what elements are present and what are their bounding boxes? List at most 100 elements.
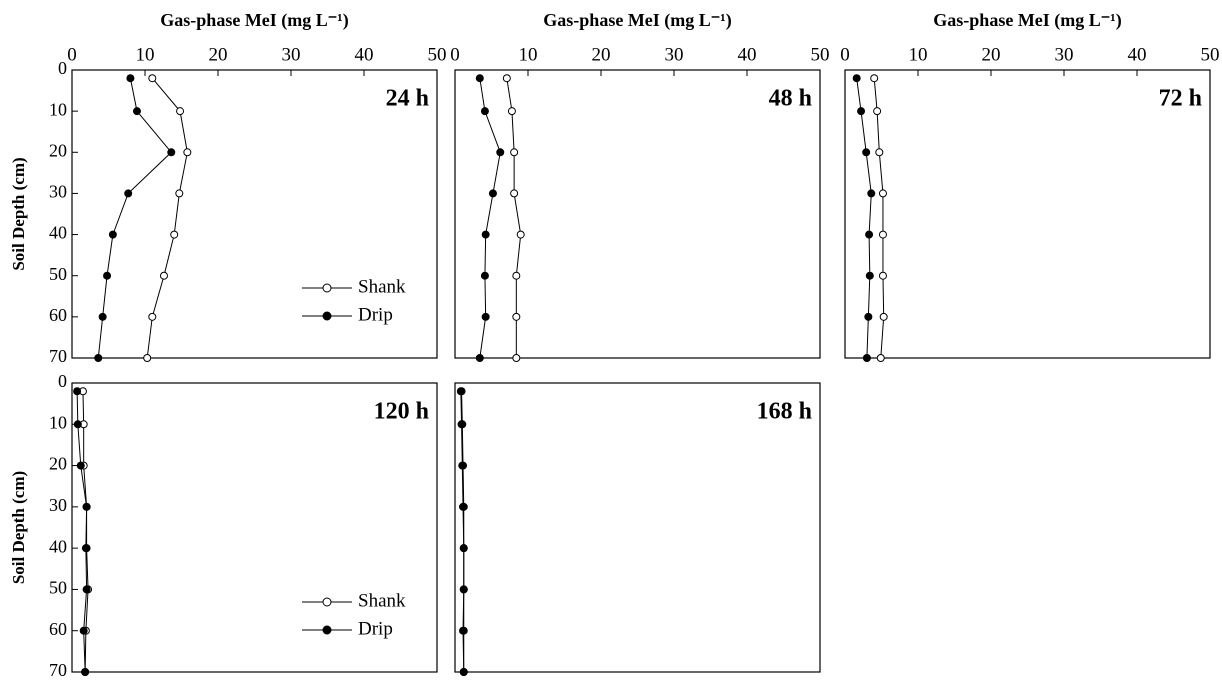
marker <box>510 189 519 198</box>
x-tick-label: 20 <box>209 44 228 65</box>
marker <box>81 668 90 676</box>
marker <box>103 271 112 280</box>
marker <box>457 420 466 429</box>
legend-marker <box>322 283 332 293</box>
marker <box>512 312 521 321</box>
marker <box>82 502 91 511</box>
marker <box>480 107 489 116</box>
marker <box>862 354 871 362</box>
x-axis-label: Gas-phase MeI (mg L⁻¹) <box>543 10 731 31</box>
series-line <box>97 78 172 359</box>
y-tick-label: 70 <box>49 346 67 366</box>
marker <box>458 461 467 470</box>
marker <box>516 230 525 239</box>
x-tick-label: 20 <box>592 44 611 65</box>
y-tick-label: 60 <box>49 619 67 639</box>
x-tick-label: 50 <box>811 44 830 65</box>
y-tick-label: 70 <box>49 660 67 680</box>
marker <box>124 189 133 198</box>
x-tick-label: 40 <box>1128 44 1147 65</box>
marker <box>862 148 871 157</box>
marker <box>852 74 861 83</box>
marker <box>459 502 468 511</box>
marker <box>159 271 168 280</box>
y-axis-label: Soil Depth (cm) <box>9 157 28 270</box>
x-tick-label: 30 <box>282 44 301 65</box>
legend-label: Drip <box>358 618 393 639</box>
marker <box>79 626 88 635</box>
x-tick-label: 10 <box>136 44 155 65</box>
legend-label: Shank <box>358 590 406 611</box>
marker <box>73 387 82 396</box>
y-tick-label: 0 <box>58 371 67 391</box>
x-tick-label: 30 <box>665 44 684 65</box>
y-tick-label: 0 <box>58 58 67 78</box>
marker <box>94 354 103 362</box>
x-tick-label: 40 <box>355 44 374 65</box>
marker <box>459 626 468 635</box>
marker <box>865 271 874 280</box>
marker <box>502 74 511 83</box>
x-tick-label: 0 <box>840 44 850 65</box>
marker <box>878 230 887 239</box>
x-tick-label: 10 <box>519 44 538 65</box>
marker <box>875 148 884 157</box>
y-tick-label: 20 <box>49 454 67 474</box>
marker <box>512 354 521 362</box>
x-tick-label: 20 <box>982 44 1001 65</box>
marker <box>873 107 882 116</box>
x-tick-label: 0 <box>450 44 460 65</box>
marker <box>459 544 468 553</box>
y-axis-label: Soil Depth (cm) <box>9 471 28 584</box>
marker <box>143 354 152 362</box>
marker <box>183 148 192 157</box>
marker <box>867 189 876 198</box>
marker <box>475 354 484 362</box>
series-line <box>460 391 465 673</box>
plot-frame <box>454 69 821 359</box>
marker <box>481 312 490 321</box>
series-line <box>856 78 872 359</box>
marker <box>175 189 184 198</box>
y-tick-label: 40 <box>49 223 67 243</box>
x-axis-label: Gas-phase MeI (mg L⁻¹) <box>160 10 348 31</box>
x-tick-label: 50 <box>428 44 447 65</box>
x-tick-label: 40 <box>738 44 757 65</box>
marker <box>510 148 519 157</box>
series-line <box>873 78 885 359</box>
plot-frame <box>71 69 438 359</box>
x-tick-label: 50 <box>1201 44 1220 65</box>
y-tick-label: 50 <box>49 578 67 598</box>
y-tick-label: 50 <box>49 264 67 284</box>
marker <box>865 230 874 239</box>
y-tick-label: 40 <box>49 536 67 556</box>
marker <box>857 107 866 116</box>
x-tick-label: 0 <box>67 44 77 65</box>
marker <box>456 387 465 396</box>
marker <box>176 107 185 116</box>
marker <box>459 668 468 676</box>
marker <box>98 312 107 321</box>
plot-frame <box>844 69 1211 359</box>
marker <box>167 148 176 157</box>
marker <box>148 74 157 83</box>
series-line <box>479 78 501 359</box>
series-line <box>506 78 522 358</box>
series-line <box>76 391 88 673</box>
panel-label: 72 h <box>1159 86 1202 112</box>
series-line <box>146 77 188 359</box>
marker <box>82 585 91 594</box>
marker <box>73 420 82 429</box>
panel-label: 24 h <box>386 86 429 112</box>
marker <box>870 74 879 83</box>
marker <box>76 461 85 470</box>
y-tick-label: 30 <box>49 495 67 515</box>
marker <box>512 271 521 280</box>
y-tick-label: 20 <box>49 140 67 160</box>
x-tick-label: 30 <box>1055 44 1074 65</box>
marker <box>879 312 888 321</box>
panel-label: 120 h <box>374 399 429 425</box>
marker <box>459 585 468 594</box>
marker <box>475 74 484 83</box>
